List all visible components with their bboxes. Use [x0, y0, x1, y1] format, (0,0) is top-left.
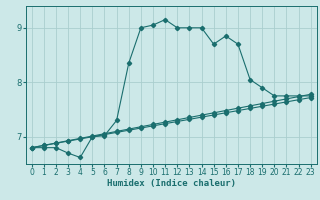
X-axis label: Humidex (Indice chaleur): Humidex (Indice chaleur) — [107, 179, 236, 188]
